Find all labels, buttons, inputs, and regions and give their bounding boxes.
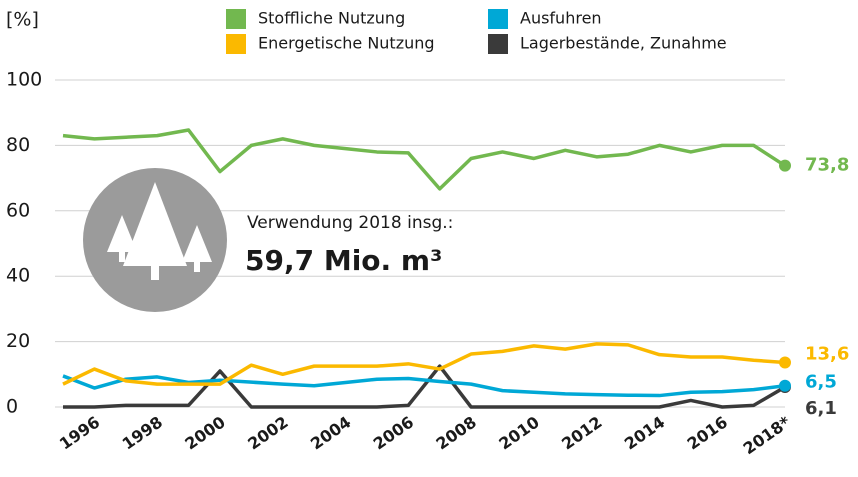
- series-line: [62, 128, 786, 191]
- legend-swatch: [488, 9, 508, 29]
- y-tick-label: 100: [6, 69, 42, 91]
- x-tick-label: 2018*: [740, 412, 795, 458]
- x-tick-label: 1998: [119, 412, 166, 453]
- annotation: Verwendung 2018 insg.:: [247, 213, 453, 233]
- end-label: 73,8: [805, 155, 849, 176]
- series-line: [63, 364, 786, 409]
- legend-label: Energetische Nutzung: [258, 34, 435, 53]
- annotation-value: 59,7 Mio. m³: [245, 244, 442, 277]
- x-tick-label: 1996: [56, 412, 103, 453]
- x-tick-label: 2004: [307, 412, 354, 453]
- x-tick-label: 2010: [495, 412, 542, 453]
- y-tick-label: 60: [6, 199, 30, 221]
- end-point: [779, 356, 791, 369]
- tree-icon: [83, 168, 227, 312]
- end-point: [779, 379, 791, 392]
- x-tick-label: 2012: [558, 412, 605, 453]
- y-axis-label: [%]: [6, 9, 39, 31]
- series-line: [62, 374, 786, 398]
- legend-label: Lagerbestände, Zunahme: [520, 34, 727, 53]
- x-tick-label: 2008: [433, 412, 480, 453]
- y-tick-label: 20: [6, 330, 30, 352]
- y-tick-label: 80: [6, 134, 30, 156]
- x-tick-label: 2002: [244, 412, 291, 453]
- end-label: 6,1: [805, 398, 837, 419]
- end-label: 6,5: [805, 372, 837, 393]
- y-tick-label: 40: [6, 265, 30, 287]
- x-tick-label: 2000: [181, 412, 228, 453]
- end-label: 13,6: [805, 344, 849, 365]
- y-tick-label: 0: [6, 396, 18, 418]
- legend-swatch: [226, 34, 246, 54]
- series-line: [62, 342, 786, 386]
- end-point: [779, 159, 791, 172]
- legend-label: Ausfuhren: [520, 9, 602, 28]
- x-tick-label: 2016: [684, 412, 731, 453]
- legend-swatch: [488, 34, 508, 54]
- x-tick-label: 2014: [621, 412, 668, 453]
- x-tick-label: 2006: [370, 412, 417, 453]
- legend-label: Stoffliche Nutzung: [258, 9, 405, 28]
- legend-swatch: [226, 9, 246, 29]
